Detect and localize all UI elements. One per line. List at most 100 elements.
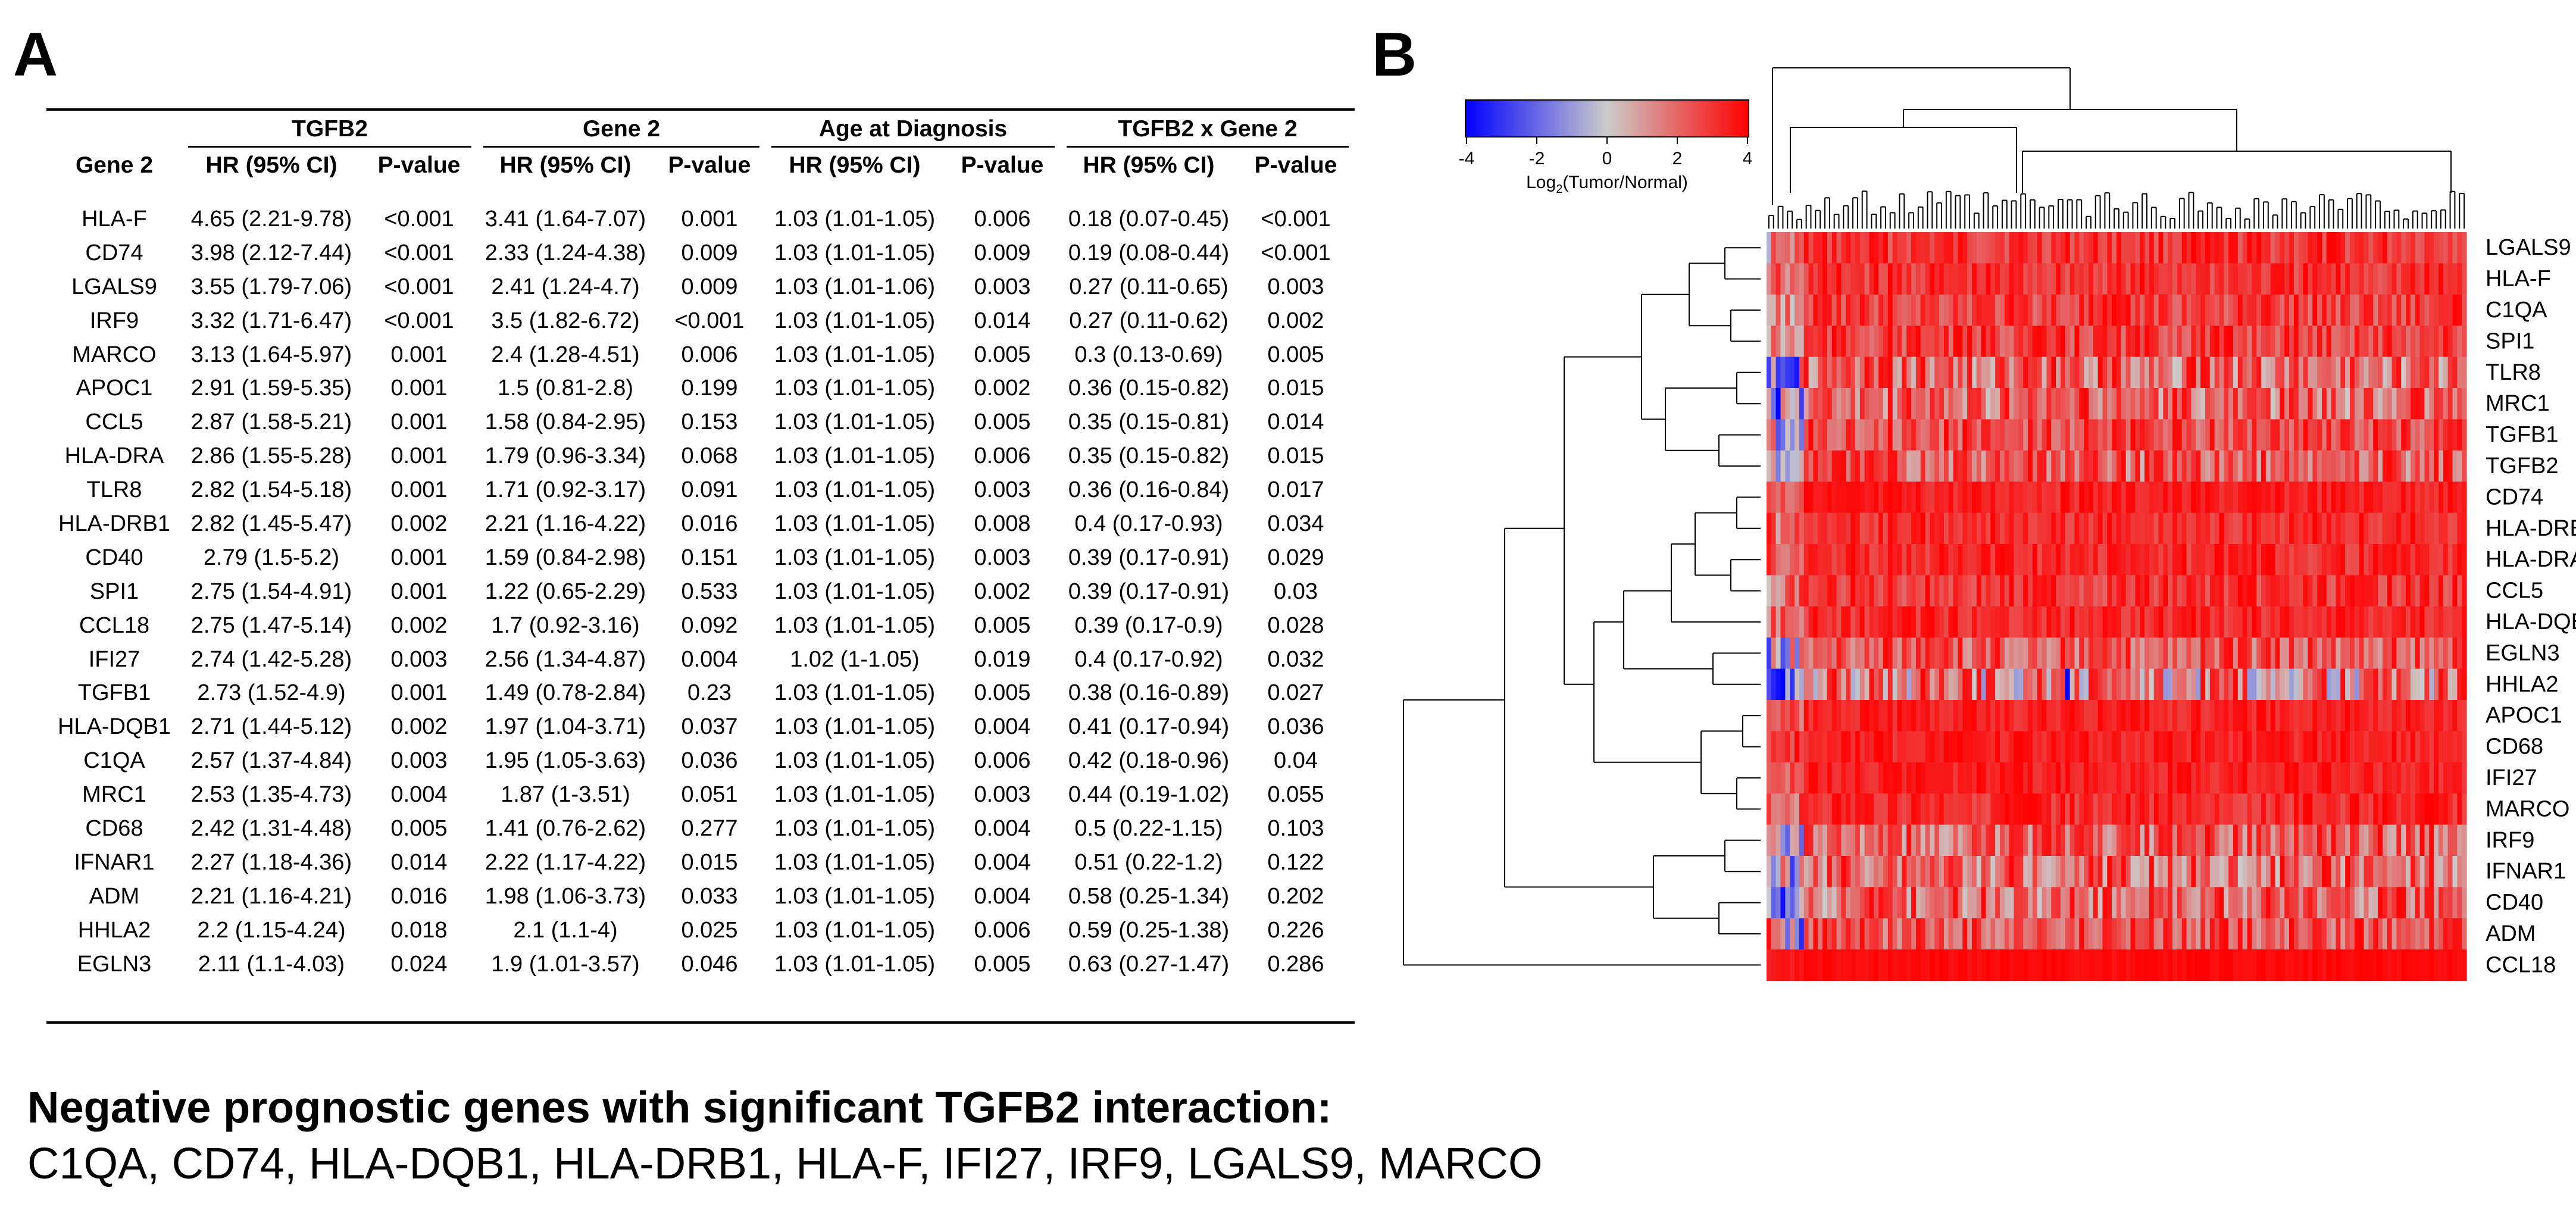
heatmap-cell — [1920, 512, 1926, 545]
heatmap-cell — [2373, 232, 2378, 264]
hr-cell: 3.41 (1.64-7.07) — [484, 206, 646, 232]
p-value-cell: 0.009 — [681, 274, 738, 299]
heatmap-cell — [1831, 232, 1837, 264]
heatmap-cell — [2447, 482, 2453, 514]
heatmap-cell — [2149, 762, 2155, 794]
heatmap-cell — [2177, 731, 2183, 763]
hr-cell: 1.03 (1.01-1.05) — [774, 240, 936, 265]
heatmap-cell — [2415, 388, 2421, 420]
heatmap-cell — [2065, 793, 2071, 826]
heatmap-cell — [1846, 263, 1851, 295]
heatmap-cell — [2084, 824, 2089, 856]
heatmap-cell — [2097, 949, 2103, 981]
heatmap-cell — [1859, 450, 1865, 482]
gene-label: SPI1 — [2486, 329, 2534, 354]
heatmap-cell — [2321, 575, 2327, 607]
heatmap-cell — [1795, 575, 1800, 607]
heatmap-cell — [1771, 824, 1777, 856]
heatmap-cell — [2168, 856, 2173, 887]
heatmap-cell — [2191, 949, 2196, 981]
heatmap-cell — [2191, 606, 2196, 638]
heatmap-cell — [2382, 918, 2388, 950]
heatmap-cell — [2452, 668, 2458, 701]
heatmap-cell — [2252, 918, 2257, 950]
heatmap-cell — [1822, 544, 1828, 576]
heatmap-cell — [2317, 450, 2322, 482]
heatmap-cell — [2158, 294, 2164, 326]
heatmap-cell — [1953, 388, 1959, 420]
heatmap-cell — [2401, 824, 2406, 856]
heatmap-cell — [1818, 512, 1823, 545]
p-value-cell: 0.005 — [974, 342, 1031, 367]
heatmap-cell — [2149, 731, 2155, 763]
heatmap-cell — [1818, 357, 1823, 389]
heatmap-cell — [2462, 949, 2467, 981]
heatmap-cell — [2340, 762, 2346, 794]
heatmap-cell — [2252, 606, 2257, 638]
heatmap-cell — [2312, 482, 2318, 514]
heatmap-cell — [2364, 482, 2369, 514]
heatmap-cell — [1841, 388, 1846, 420]
p-value-cell: 0.002 — [1267, 308, 1324, 333]
heatmap-cell — [2289, 263, 2294, 295]
heatmap-cell — [2219, 762, 2224, 794]
hr-cell: 2.1 (1.1-4) — [513, 917, 618, 943]
heatmap-cell — [2130, 700, 2136, 731]
heatmap-cell — [2256, 575, 2262, 607]
heatmap-row — [1767, 731, 2467, 763]
heatmap-cell — [1803, 856, 1809, 887]
heatmap-cell — [1841, 668, 1846, 701]
heatmap-cell — [2168, 263, 2173, 295]
hr-cell: 2.79 (1.5-5.2) — [203, 545, 340, 570]
heatmap-cell — [2200, 793, 2206, 826]
heatmap-cell — [2037, 512, 2043, 545]
heatmap-cell — [2181, 357, 2187, 389]
heatmap-cell — [2387, 575, 2393, 607]
heatmap-cell — [2102, 918, 2108, 950]
heatmap-cell — [2032, 668, 2038, 701]
heatmap-cell — [1976, 856, 1982, 887]
heatmap-cell — [2424, 263, 2430, 295]
heatmap-cell — [2023, 419, 2028, 451]
heatmap-cell — [1967, 263, 1972, 295]
heatmap-cell — [1818, 388, 1823, 420]
heatmap-cell — [2004, 575, 2010, 607]
heatmap-cell — [2000, 918, 2005, 950]
heatmap-cell — [2209, 388, 2215, 420]
heatmap-cell — [1878, 700, 1884, 731]
heatmap-cell — [1967, 949, 1972, 981]
heatmap-cell — [2056, 326, 2061, 358]
heatmap-cell — [2452, 263, 2458, 295]
gene-label: IRF9 — [2486, 828, 2534, 853]
heatmap-cell — [2153, 700, 2159, 731]
heatmap-cell — [1967, 482, 1972, 514]
heatmap-cell — [2084, 668, 2089, 701]
heatmap-cell — [2009, 762, 2015, 794]
heatmap-cell — [2326, 793, 2332, 826]
heatmap-cell — [2438, 388, 2444, 420]
heatmap-cell — [2434, 575, 2439, 607]
heatmap-cell — [2359, 824, 2365, 856]
heatmap-cell — [2419, 668, 2425, 701]
heatmap-cell — [2438, 512, 2444, 545]
heatmap-cell — [2158, 949, 2164, 981]
heatmap-cell — [2196, 700, 2201, 731]
heatmap-cell — [2168, 482, 2173, 514]
heatmap-cell — [2177, 668, 2183, 701]
heatmap-cell — [1874, 232, 1879, 264]
heatmap-cell — [2000, 419, 2005, 451]
heatmap-cell — [2168, 512, 2173, 545]
heatmap-cell — [1822, 606, 1828, 638]
heatmap-cell — [1925, 294, 1930, 326]
heatmap-cell — [2321, 887, 2327, 919]
heatmap-cell — [2354, 575, 2360, 607]
heatmap-cell — [2419, 263, 2425, 295]
heatmap-cell — [2135, 606, 2140, 638]
heatmap-cell — [1841, 326, 1846, 358]
heatmap-cell — [2037, 232, 2043, 264]
heatmap-cell — [2364, 512, 2369, 545]
heatmap-cell — [1795, 388, 1800, 420]
heatmap-cell — [1836, 949, 1842, 981]
heatmap-cell — [2424, 388, 2430, 420]
heatmap-cell — [1939, 793, 1944, 826]
